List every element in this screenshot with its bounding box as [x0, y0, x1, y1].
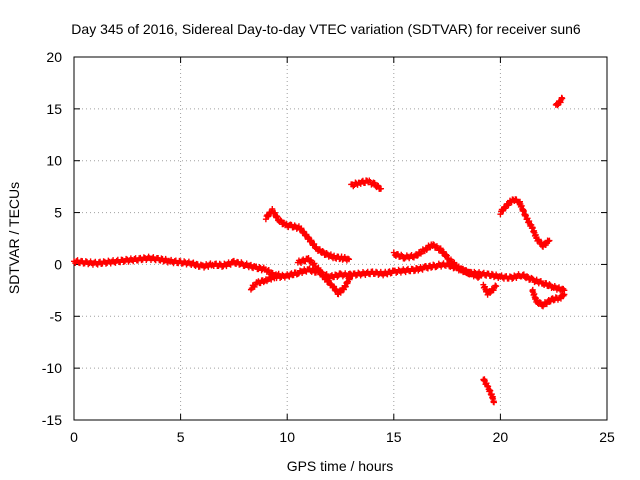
data-point — [317, 268, 324, 275]
x-axis-label: GPS time / hours — [287, 458, 394, 474]
data-point — [443, 251, 450, 258]
x-tick-label: 15 — [386, 429, 402, 445]
x-tick-label: 25 — [599, 429, 615, 445]
series-track-19h-low — [480, 376, 498, 406]
data-point — [533, 297, 540, 304]
data-point — [493, 283, 500, 290]
data-point — [265, 213, 272, 220]
data-point — [315, 264, 322, 271]
data-point — [378, 185, 385, 192]
data-point — [460, 265, 467, 272]
plot-frame — [73, 56, 608, 421]
data-point — [375, 182, 382, 189]
data-point — [300, 228, 307, 235]
y-tick-label: -5 — [50, 308, 63, 324]
axis-ticks — [73, 56, 608, 421]
data-point — [561, 291, 568, 298]
y-tick-label: 15 — [46, 101, 62, 117]
y-tick-label: 10 — [46, 153, 62, 169]
series-track-dip-11h — [294, 255, 355, 298]
chart-title: Day 345 of 2016, Sidereal Day-to-day VTE… — [71, 21, 581, 37]
series-track-23h — [552, 94, 566, 109]
data-point — [554, 102, 561, 109]
data-point — [275, 270, 282, 277]
series-track-upper-9h — [262, 205, 353, 264]
y-tick-label: 20 — [46, 49, 62, 65]
y-tick-label: -10 — [42, 360, 62, 376]
data-point — [559, 95, 566, 102]
data-point — [490, 287, 497, 294]
tick-labels: 0 5 10 15 20 25 -15 -10 -5 0 5 10 15 20 — [42, 49, 615, 445]
data-points — [71, 94, 568, 406]
data-point — [491, 399, 498, 406]
x-tick-label: 0 — [70, 429, 78, 445]
series-track-main — [71, 253, 568, 294]
data-point — [546, 237, 553, 244]
y-tick-label: -15 — [42, 412, 62, 428]
series-track-21h — [529, 286, 568, 310]
x-tick-label: 5 — [177, 429, 185, 445]
data-point — [311, 260, 318, 267]
data-point — [545, 238, 552, 245]
data-point — [443, 252, 450, 259]
x-tick-label: 10 — [279, 429, 295, 445]
data-point — [305, 234, 312, 241]
data-point — [497, 211, 504, 218]
data-point — [475, 274, 482, 281]
data-point — [277, 217, 284, 224]
data-point — [322, 274, 329, 281]
data-point — [537, 239, 544, 246]
data-point — [348, 271, 355, 278]
series-track-15h — [390, 241, 483, 281]
data-point — [509, 275, 516, 282]
data-point — [319, 248, 326, 255]
data-point — [346, 256, 353, 263]
data-point — [513, 196, 520, 203]
x-tick-label: 20 — [493, 429, 509, 445]
series-track-20h — [497, 196, 553, 250]
data-point — [560, 292, 567, 299]
data-point — [529, 275, 536, 282]
series-track-13h — [348, 177, 385, 192]
data-point — [520, 271, 527, 278]
data-point — [291, 222, 298, 229]
y-tick-label: 5 — [54, 205, 62, 221]
data-point — [298, 225, 305, 232]
grid — [74, 57, 607, 420]
data-point — [476, 273, 483, 280]
data-point — [536, 299, 543, 306]
y-axis-label: SDTVAR / TECUs — [6, 182, 22, 294]
series-track-19h-up — [480, 281, 500, 298]
data-point — [487, 289, 494, 296]
series-track-lower-8h — [247, 270, 282, 293]
data-point — [546, 281, 553, 288]
y-tick-label: 0 — [54, 256, 62, 272]
